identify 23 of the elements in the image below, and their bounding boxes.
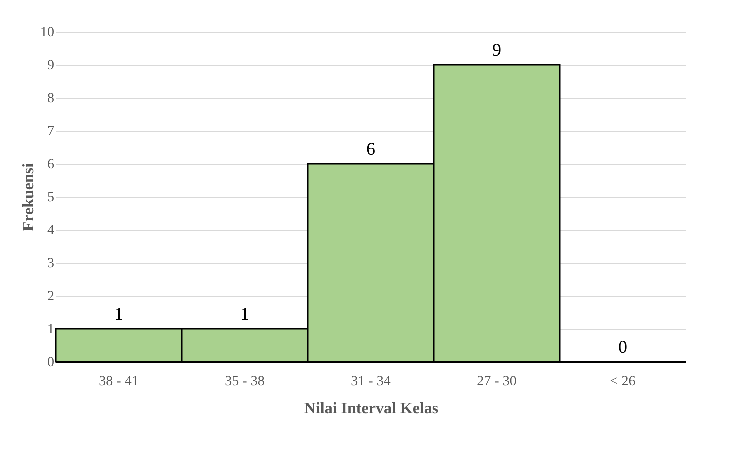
y-tick-label: 6: [48, 158, 54, 172]
x-tick-label: 27 - 30: [477, 374, 517, 390]
y-tick-label: 1: [48, 322, 54, 338]
y-tick-label: 7: [48, 124, 54, 140]
data-label: 1: [114, 304, 124, 324]
data-label: 6: [366, 139, 376, 159]
y-tick-label: 4: [48, 224, 54, 238]
data-label: 0: [618, 337, 628, 357]
y-tick-label: 10: [40, 26, 54, 40]
y-tick-label: 3: [48, 256, 54, 272]
x-tick-label: 31 - 34: [351, 374, 391, 390]
y-tick-label: 0: [48, 356, 54, 370]
data-label: 9: [492, 40, 502, 60]
y-tick-label: 2: [48, 290, 54, 304]
data-label: 1: [240, 304, 250, 324]
x-tick-label: 38 - 41: [99, 374, 139, 390]
y-axis-title: Frekuensi: [20, 162, 38, 232]
x-tick-label: < 26: [610, 374, 636, 390]
x-tick-label: 35 - 38: [225, 374, 265, 390]
y-tick-label: 5: [48, 190, 54, 206]
x-axis-title: Nilai Interval Kelas: [304, 400, 439, 418]
y-tick-label: 8: [48, 92, 54, 106]
y-tick-label: 9: [48, 58, 54, 74]
